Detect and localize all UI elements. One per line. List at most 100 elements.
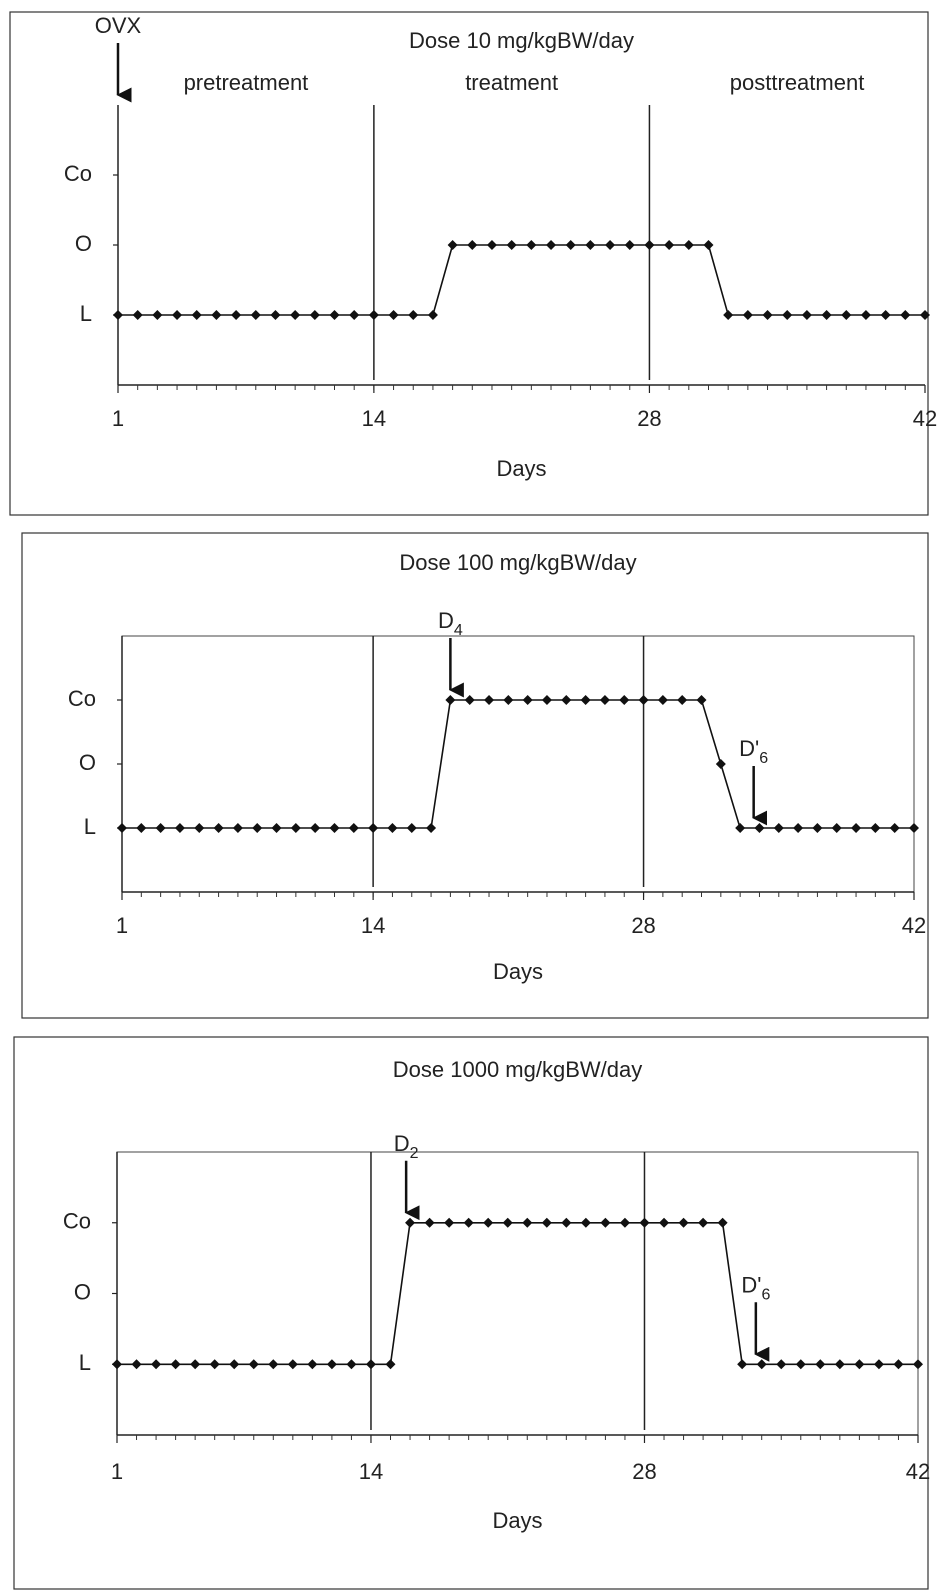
data-point — [542, 1218, 552, 1228]
data-point — [426, 823, 436, 833]
data-point — [832, 823, 842, 833]
data-point — [330, 310, 340, 320]
data-point — [581, 695, 591, 705]
annotation-text: D' — [739, 736, 759, 761]
data-point — [677, 695, 687, 705]
x-tick-label: 42 — [906, 1459, 930, 1484]
x-tick-label: 14 — [359, 1459, 383, 1484]
y-tick-label: Co — [68, 686, 96, 711]
data-point — [151, 1359, 161, 1369]
annotation-subscript: 4 — [454, 622, 463, 639]
annotation-text: posttreatment — [730, 70, 865, 95]
data-point — [679, 1218, 689, 1228]
data-point — [229, 1359, 239, 1369]
data-point — [802, 310, 812, 320]
data-line — [118, 245, 925, 315]
data-point — [251, 310, 261, 320]
data-point — [566, 240, 576, 250]
data-point — [561, 695, 571, 705]
data-point — [735, 823, 745, 833]
data-point — [349, 823, 359, 833]
data-point — [249, 1359, 259, 1369]
data-point — [233, 823, 243, 833]
data-point — [815, 1359, 825, 1369]
data-point — [913, 1359, 923, 1369]
data-point — [723, 310, 733, 320]
data-point — [861, 310, 871, 320]
data-point — [172, 310, 182, 320]
data-point — [835, 1359, 845, 1369]
data-point — [703, 240, 713, 250]
x-tick-label: 28 — [631, 913, 655, 938]
data-point — [526, 240, 536, 250]
data-point — [156, 823, 166, 833]
data-point — [211, 310, 221, 320]
data-point — [737, 1359, 747, 1369]
plot-frame — [122, 636, 914, 892]
x-axis-label: Days — [496, 456, 546, 481]
x-tick-label: 42 — [902, 913, 926, 938]
data-point — [757, 1359, 767, 1369]
data-line — [117, 1223, 918, 1365]
chart-title: Dose 1000 mg/kgBW/day — [393, 1057, 642, 1082]
y-tick-label: Co — [63, 1209, 91, 1234]
data-point — [465, 695, 475, 705]
data-point — [387, 823, 397, 833]
data-point — [870, 823, 880, 833]
data-point — [231, 310, 241, 320]
data-point — [444, 1218, 454, 1228]
data-point — [658, 695, 668, 705]
data-point — [684, 240, 694, 250]
x-axis-label: Days — [492, 1508, 542, 1533]
data-point — [546, 240, 556, 250]
data-point — [585, 240, 595, 250]
data-point — [625, 240, 635, 250]
y-tick-label: Co — [64, 161, 92, 186]
panel-border — [14, 1037, 928, 1589]
data-point — [664, 240, 674, 250]
data-point — [268, 1359, 278, 1369]
data-line — [122, 700, 914, 828]
data-point — [639, 1218, 649, 1228]
y-tick-label: O — [74, 1279, 91, 1304]
data-point — [448, 240, 458, 250]
data-point — [900, 310, 910, 320]
data-point — [445, 695, 455, 705]
data-point — [210, 1359, 220, 1369]
data-point — [776, 1359, 786, 1369]
x-tick-label: 28 — [637, 406, 661, 431]
plot-frame — [117, 1152, 918, 1435]
data-point — [192, 310, 202, 320]
data-point — [484, 695, 494, 705]
data-point — [697, 695, 707, 705]
data-point — [793, 823, 803, 833]
data-point — [112, 1359, 122, 1369]
data-point — [152, 310, 162, 320]
annotation: treatment — [465, 70, 558, 95]
data-point — [113, 310, 123, 320]
data-point — [774, 823, 784, 833]
data-point — [175, 823, 185, 833]
annotation: D'6 — [739, 736, 768, 767]
chart-title: Dose 100 mg/kgBW/day — [399, 550, 636, 575]
data-point — [408, 310, 418, 320]
data-point — [464, 1218, 474, 1228]
annotation: OVX — [95, 13, 142, 38]
data-point — [310, 823, 320, 833]
data-point — [523, 695, 533, 705]
data-point — [644, 240, 654, 250]
data-point — [716, 759, 726, 769]
data-point — [272, 823, 282, 833]
data-point — [718, 1218, 728, 1228]
data-point — [171, 1359, 181, 1369]
data-point — [796, 1359, 806, 1369]
data-point — [782, 310, 792, 320]
data-point — [542, 695, 552, 705]
data-point — [639, 695, 649, 705]
annotation: D4 — [438, 608, 463, 639]
annotation-subscript: 6 — [759, 750, 768, 767]
data-point — [386, 1359, 396, 1369]
data-point — [874, 1359, 884, 1369]
data-point — [600, 1218, 610, 1228]
data-point — [812, 823, 822, 833]
